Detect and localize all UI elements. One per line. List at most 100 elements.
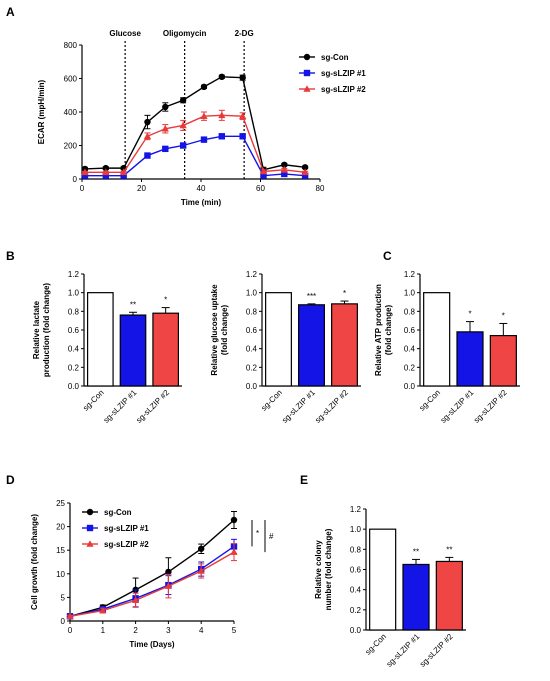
chart1-sig-label: *	[164, 296, 167, 305]
chart3-sig-label: *	[468, 310, 471, 319]
chart4-ytick-label: 5	[61, 593, 66, 602]
chart0-xlabel: Time (min)	[181, 198, 222, 207]
chart0-point	[102, 168, 110, 176]
chart4-xtick-label: 2	[133, 626, 138, 635]
chart5-ytick-label: 0.4	[350, 586, 362, 595]
chart5-sig-label: **	[413, 547, 419, 556]
chart4-point	[164, 582, 172, 589]
chart0-point	[301, 172, 309, 179]
chart0-point	[120, 168, 128, 176]
chart0-point	[144, 152, 151, 159]
chart0-legend-marker	[303, 53, 311, 61]
chart4-ylabel-line: Cell growth (fold change)	[30, 514, 39, 610]
chart4-ytick-label: 15	[56, 546, 65, 555]
chart2-ytick-label: 0.0	[246, 382, 258, 391]
chart2-bar	[265, 292, 292, 387]
chart0-injection-label: 2-DG	[235, 29, 254, 38]
chart4-ytick-label: 20	[56, 523, 65, 532]
chart0-point	[161, 124, 169, 132]
chart4-series-line-1	[69, 545, 235, 617]
chart4-legend-label: sg-Con	[104, 508, 132, 517]
chart2-category-label: sg-sLZIP #1	[280, 388, 317, 425]
chart1-ytick-label: 1.2	[68, 270, 80, 279]
chart3-category-label: sg-sLZIP #2	[472, 388, 509, 425]
chart3-ytick-label: 0.2	[404, 363, 416, 372]
chart4-legend-marker	[86, 508, 94, 516]
chart4-series-line-2	[69, 551, 235, 617]
chart3-bar	[456, 331, 484, 387]
chart0-point	[218, 73, 226, 81]
chart0-point	[239, 74, 246, 81]
chart0-point	[179, 142, 187, 149]
chart2-bar	[298, 304, 325, 387]
chart0-point	[301, 164, 309, 171]
chart5-category-label: sg-sLZIP #1	[385, 632, 422, 669]
chart0-point	[143, 132, 152, 140]
chart4-ylabel: Cell growth (fold change)	[30, 514, 39, 610]
chart0-ylabel-line: ECAR (mpH/min)	[37, 79, 46, 144]
chart5-ylabel: Relative colony number (fold change)	[314, 528, 333, 610]
chart4-xtick-label: 1	[101, 626, 106, 635]
chart3-ytick-label: 0.0	[404, 382, 416, 391]
chart0-point	[281, 161, 288, 168]
chart1-sig-label: **	[130, 300, 136, 309]
chart1-ytick-label: 0.2	[68, 363, 80, 372]
chart3-ytick-label: 1.2	[404, 270, 416, 279]
chart2-ytick-label: 0.8	[246, 307, 258, 316]
chart4-xtick-label: 0	[68, 626, 73, 635]
chart0-legend-label: sg-sLZIP #2	[321, 85, 366, 94]
chart4-legend-marker	[86, 524, 94, 532]
chart0-xtick-label: 80	[316, 184, 325, 193]
chart0-xtick-label: 0	[80, 184, 85, 193]
chart0-xtick-label: 60	[256, 184, 265, 193]
chart5-ytick-label: 0.6	[350, 566, 362, 575]
chart0-injection-label: Glucose	[109, 29, 141, 38]
chart2-ytick-label: 0.6	[246, 326, 258, 335]
chart0-point	[200, 112, 208, 119]
chart4-sig-label: #	[269, 532, 274, 541]
chart0-point	[259, 167, 268, 175]
chart5-ytick-label: 1.2	[350, 505, 362, 514]
chart0-point	[162, 145, 169, 153]
chart5-bar	[402, 563, 430, 631]
chart4-xtick-label: 3	[166, 626, 171, 635]
chart1-ylabel: Relative lactate production (fold change)	[32, 283, 51, 378]
chart3-ylabel-line: Relative ATP production	[374, 284, 383, 376]
chart4-point	[66, 612, 74, 620]
chart0-ytick-label: 800	[64, 41, 78, 50]
chart3-category-label: sg-Con	[417, 388, 442, 413]
chart0-point	[239, 133, 246, 140]
chart3-ylabel-line: (fold change)	[384, 305, 393, 356]
chart5-ytick-label: 0.0	[350, 626, 362, 635]
chart4-ytick-label: 0	[61, 617, 66, 626]
chart2-ylabel-line: (fold change)	[220, 305, 229, 356]
chart5-ytick-label: 0.2	[350, 606, 362, 615]
chart1-bar	[86, 292, 114, 387]
chart1-bar	[119, 314, 147, 387]
chart1-ytick-label: 0.8	[68, 307, 80, 316]
chart1-category-label: sg-sLZIP #2	[134, 388, 171, 425]
panel-letter-A: A	[6, 5, 15, 19]
chart1-ylabel-line: production (fold change)	[42, 283, 51, 378]
chart1-ytick-label: 1.0	[68, 289, 80, 298]
chart2-category-label: sg-sLZIP #2	[313, 388, 350, 425]
chart0-legend-label: sg-sLZIP #1	[321, 69, 366, 78]
chart0-series-line-0	[84, 76, 306, 171]
chart4-point	[230, 548, 238, 555]
chart3-ytick-label: 0.8	[404, 307, 416, 316]
chart4-point	[132, 596, 140, 604]
chart4-point	[198, 545, 205, 552]
chart2-ylabel: Relative glucose uptake (fold change)	[210, 284, 229, 376]
chart0-ylabel: ECAR (mpH/min)	[37, 79, 46, 144]
chart0-injection-label: Oligomycin	[163, 29, 207, 38]
chart0-point	[102, 172, 109, 179]
chart5-bar	[369, 528, 397, 631]
panel-letter-C: C	[383, 249, 392, 263]
chart3-sig-label: *	[502, 311, 505, 320]
panel-letter-B: B	[6, 249, 15, 263]
chart4-xtick-label: 5	[232, 626, 237, 635]
chart0-legend-label: sg-Con	[321, 53, 349, 62]
chart1-category-label: sg-sLZIP #1	[102, 388, 139, 425]
chart5-category-label: sg-sLZIP #2	[418, 632, 455, 669]
